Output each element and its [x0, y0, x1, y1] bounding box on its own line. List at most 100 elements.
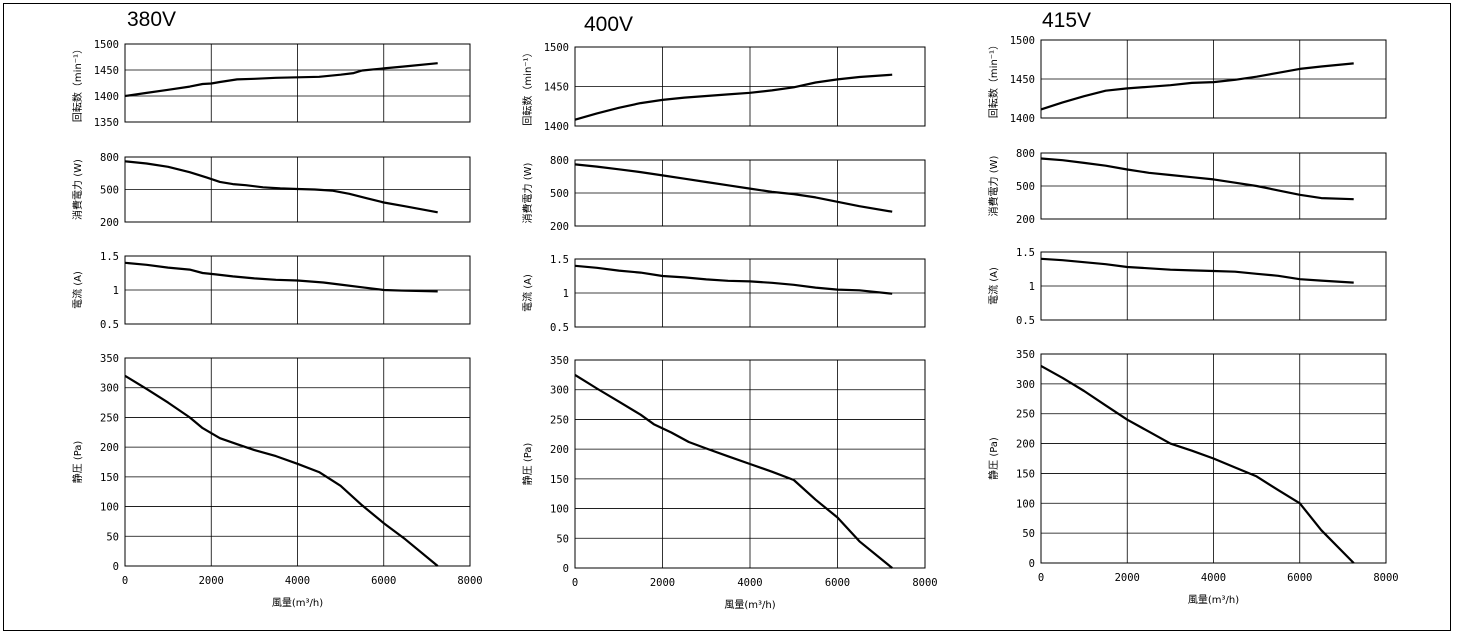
y-tick-label: 1450 [94, 65, 119, 77]
chart-380v: 380V1350140014501500回転数（min⁻¹）200500800消… [71, 8, 483, 609]
y-tick-label: 350 [1016, 349, 1035, 361]
chart-title: 400V [584, 13, 633, 36]
chart-title: 415V [1042, 9, 1091, 32]
y-tick-label: 50 [1022, 528, 1035, 540]
chart-400v: 400V140014501500回転数（min⁻¹）200500800消費電力 … [521, 13, 938, 611]
panel-1: 1400 1450 1500 回転数（min⁻¹） [521, 42, 926, 133]
y-tick-label: 50 [106, 531, 119, 543]
series-line [574, 163, 893, 213]
x-tick-label: 6000 [825, 577, 850, 589]
series-line [124, 374, 439, 567]
x-tick-label: 0 [572, 577, 578, 589]
y-tick-label: 800 [100, 152, 119, 164]
panel-3: 0.5 1 1.5 電流 (A) [987, 247, 1387, 327]
y-axis-label: 電流 (A) [987, 267, 1000, 305]
y-tick-label: 1 [563, 288, 569, 300]
y-tick-label: 200 [550, 221, 569, 233]
series-line [574, 73, 893, 121]
y-tick-label: 150 [100, 472, 119, 484]
y-tick-label: 200 [100, 442, 119, 454]
y-axis-label: 回転数（min⁻¹） [987, 40, 1000, 118]
y-tick-label: 500 [1016, 181, 1035, 193]
y-tick-label: 1.5 [1016, 247, 1035, 259]
y-tick-label: 800 [1016, 148, 1035, 160]
y-axis-label: 消費電力 (W) [71, 159, 84, 220]
y-tick-label: 1350 [94, 117, 119, 129]
x-tick-label: 4000 [285, 575, 310, 587]
y-tick-label: 1400 [94, 91, 119, 103]
y-tick-label: 1400 [1010, 113, 1035, 125]
y-tick-label: 300 [550, 385, 569, 397]
panel-2: 200 500 800 消費電力 (W) [71, 152, 471, 229]
series-line [124, 160, 438, 214]
x-tick-label: 6000 [1287, 572, 1312, 584]
y-tick-label: 500 [100, 185, 119, 197]
x-tick-label: 4000 [1201, 572, 1226, 584]
y-tick-label: 250 [550, 414, 569, 426]
x-axis-label: 風量(m³/h) [724, 599, 775, 611]
y-axis-label: 電流 (A) [521, 274, 534, 312]
series-line [574, 264, 893, 295]
chart-415v: 415V140014501500回転数（min⁻¹）200500800消費電力 … [987, 9, 1399, 606]
y-axis-label: 消費電力 (W) [987, 155, 1000, 216]
y-tick-label: 1500 [94, 39, 119, 51]
panel-2: 200 500 800 消費電力 (W) [987, 148, 1387, 226]
y-tick-label: 300 [1016, 379, 1035, 391]
y-tick-label: 150 [550, 474, 569, 486]
y-tick-label: 0.5 [550, 322, 569, 334]
y-tick-label: 1450 [544, 82, 569, 94]
y-tick-label: 0 [563, 563, 569, 575]
y-axis-label: 回転数（min⁻¹） [521, 47, 534, 125]
x-axis-label: 風量(m³/h) [272, 597, 323, 609]
y-tick-label: 500 [550, 188, 569, 200]
x-tick-label: 2000 [650, 577, 675, 589]
y-tick-label: 0.5 [1016, 315, 1035, 327]
panel-4: 0 50 100 150 200 250 300 350 静圧 (Pa) 0 2000 4000 600… [987, 349, 1399, 606]
y-tick-label: 1.5 [550, 254, 569, 266]
y-tick-label: 100 [550, 504, 569, 516]
x-tick-label: 8000 [457, 575, 482, 587]
y-tick-label: 150 [1016, 468, 1035, 480]
series-line [124, 62, 438, 98]
x-axis-label: 風量(m³/h) [1188, 594, 1239, 606]
y-tick-label: 50 [556, 533, 569, 545]
y-tick-label: 1500 [544, 42, 569, 54]
y-axis-label: 電流 (A) [71, 271, 84, 309]
y-tick-label: 350 [100, 353, 119, 365]
y-tick-label: 350 [550, 355, 569, 367]
y-tick-label: 200 [1016, 439, 1035, 451]
x-tick-label: 6000 [371, 575, 396, 587]
panel-4: 0 50 100 150 200 250 300 350 静圧 (Pa) 0 2000 4000 600… [521, 355, 938, 611]
y-tick-label: 800 [550, 155, 569, 167]
y-tick-label: 1.5 [100, 251, 119, 263]
series-line [1040, 62, 1354, 111]
x-tick-label: 2000 [199, 575, 224, 587]
y-tick-label: 100 [100, 502, 119, 514]
x-tick-label: 0 [122, 575, 128, 587]
y-tick-label: 200 [100, 217, 119, 229]
y-axis-label: 消費電力 (W) [521, 162, 534, 223]
panel-3: 0.5 1 1.5 電流 (A) [521, 254, 926, 334]
panel-3: 0.5 1 1.5 電流 (A) [71, 251, 471, 331]
y-tick-label: 200 [550, 444, 569, 456]
y-tick-label: 300 [100, 383, 119, 395]
y-tick-label: 0 [1029, 558, 1035, 570]
panel-1: 1350 1400 1450 1500 回転数（min⁻¹） [71, 39, 471, 129]
y-axis-label: 回転数（min⁻¹） [71, 44, 84, 122]
y-tick-label: 1450 [1010, 74, 1035, 86]
y-tick-label: 0 [113, 561, 119, 573]
y-axis-label: 静圧 (Pa) [987, 437, 1000, 480]
y-tick-label: 250 [1016, 409, 1035, 421]
y-tick-label: 250 [100, 412, 119, 424]
series-line [1040, 257, 1354, 284]
x-tick-label: 8000 [912, 577, 937, 589]
panel-4: 0 50 100 150 200 250 300 350 静圧 (Pa) 0 2000 4000 600… [71, 353, 483, 609]
y-tick-label: 1 [1029, 281, 1035, 293]
x-tick-label: 8000 [1373, 572, 1398, 584]
y-tick-label: 1 [113, 285, 119, 297]
x-tick-label: 4000 [737, 577, 762, 589]
y-axis-label: 静圧 (Pa) [521, 443, 534, 486]
y-tick-label: 1500 [1010, 35, 1035, 47]
